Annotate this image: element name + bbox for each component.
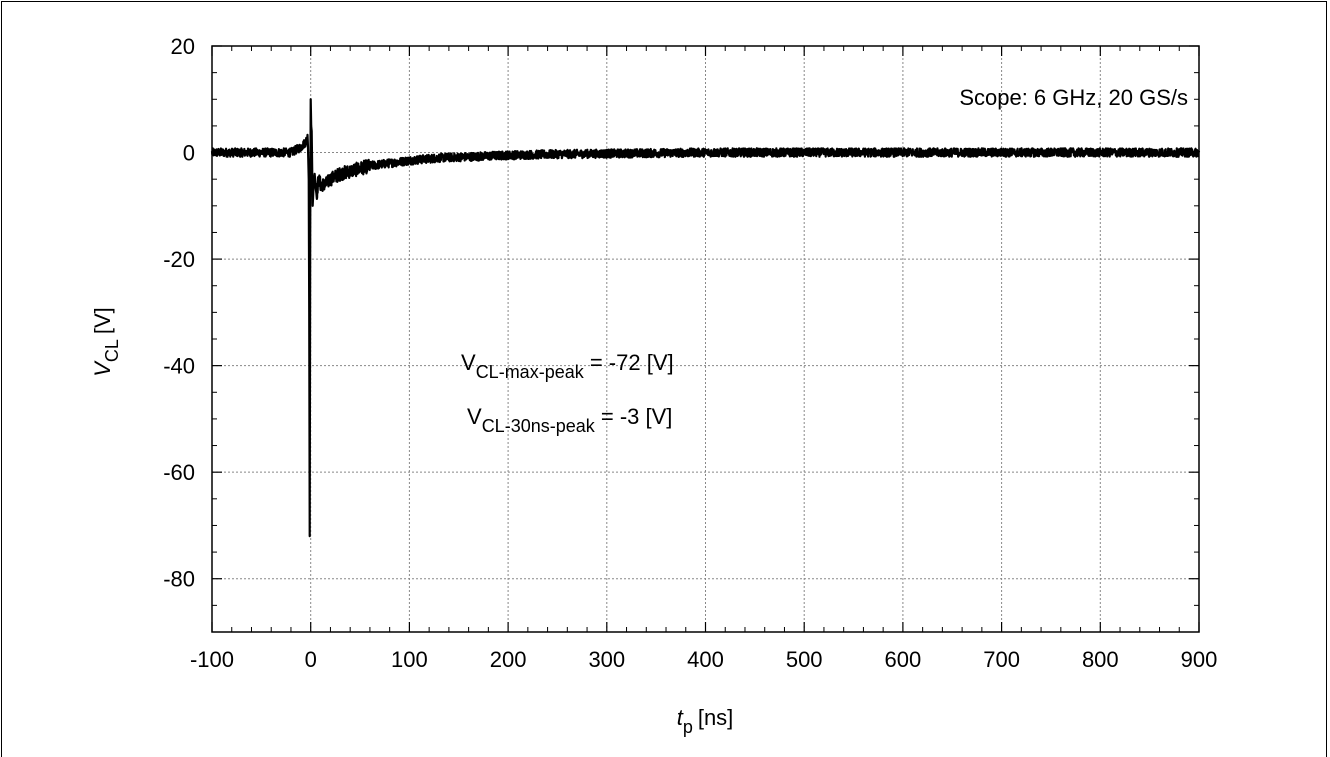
y-tick-label: -20 xyxy=(163,247,195,272)
x-tick-label: 300 xyxy=(588,647,625,672)
y-tick-label: 20 xyxy=(171,34,195,59)
x-tick-label: 200 xyxy=(490,647,527,672)
x-tick-label: 0 xyxy=(305,647,317,672)
grid-lines xyxy=(212,46,1199,632)
y-label-sub: CL xyxy=(102,339,122,362)
scope-annotation: Scope: 6 GHz, 20 GS/s xyxy=(959,85,1188,110)
y-label-main: V xyxy=(90,360,115,377)
x-tick-label: 700 xyxy=(983,647,1020,672)
x-label-main: t xyxy=(677,705,684,730)
series-group xyxy=(210,98,1201,538)
x-label-unit: [ns] xyxy=(698,705,733,730)
y-axis-label: VCL [V] xyxy=(90,307,122,377)
max-peak-rest: = -72 [V] xyxy=(584,350,674,375)
max-peak-annotation: VCL-max-peak = -72 [V] xyxy=(461,350,674,382)
y-tick-labels: -80 -60 -40 -20 0 20 xyxy=(163,34,195,592)
x-tick-label: 100 xyxy=(391,647,428,672)
max-peak-main: V xyxy=(461,350,476,375)
y-tick-label: -60 xyxy=(163,460,195,485)
y-tick-label: -80 xyxy=(163,567,195,592)
x-tick-label: 800 xyxy=(1082,647,1119,672)
peak-30ns-sub: CL-30ns-peak xyxy=(482,416,596,436)
peak-30ns-annotation: VCL-30ns-peak = -3 [V] xyxy=(467,404,672,436)
y-tick-label: -40 xyxy=(163,354,195,379)
peak-30ns-main: V xyxy=(467,404,482,429)
x-tick-labels: -100 0 100 200 300 400 500 600 700 800 900 xyxy=(190,647,1217,672)
peak-30ns-rest: = -3 [V] xyxy=(595,404,673,429)
plot-area-border xyxy=(211,45,1200,633)
x-tick-label: 600 xyxy=(885,647,922,672)
x-tick-label: 400 xyxy=(687,647,724,672)
y-tick-label: 0 xyxy=(183,141,195,166)
max-peak-sub: CL-max-peak xyxy=(476,362,585,382)
x-axis-label: tp [ns] xyxy=(677,705,734,737)
x-tick-label: -100 xyxy=(190,647,234,672)
x-tick-label: 500 xyxy=(786,647,823,672)
y-label-unit: [V] xyxy=(90,307,115,334)
x-label-sub: p xyxy=(683,717,693,737)
series-line-0 xyxy=(210,98,1201,538)
x-tick-label: 900 xyxy=(1181,647,1218,672)
